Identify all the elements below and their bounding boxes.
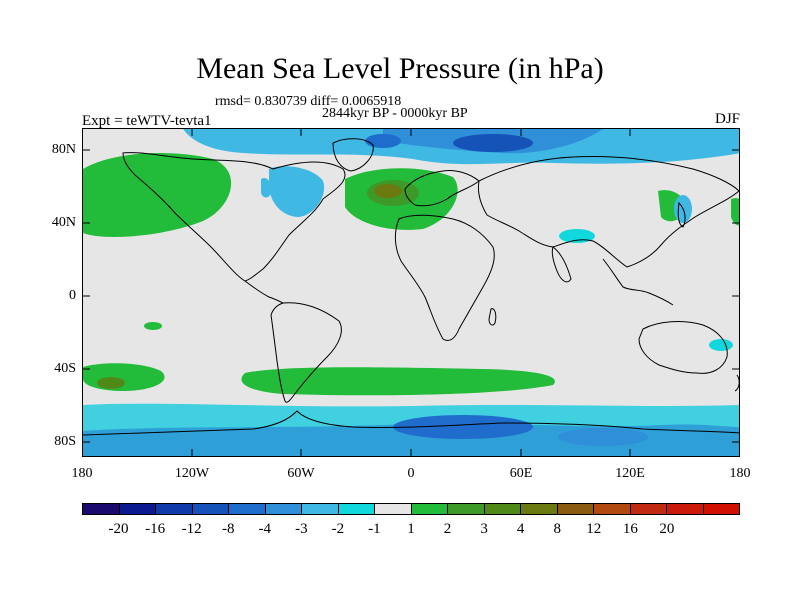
season-label: DJF [714,111,740,127]
colorbar-swatch [594,504,631,514]
coastlines [83,138,739,436]
lon-label-180-west: 180 [71,466,93,481]
lon-label-120e: 120E [615,466,645,481]
experiment-label: Expt = teWTV-tevta1 [82,113,212,129]
colorbar-swatch [448,504,485,514]
colorbar-label: 20 [659,521,675,537]
coast-madagascar [488,308,497,326]
colorbar-label: 4 [516,521,525,537]
asia-negative-patch [559,229,595,243]
coast-south-america [270,302,342,403]
map-panel [82,128,740,457]
colorbar-label: -20 [108,521,129,537]
lat-label-40s: 40S [54,361,76,376]
coast-central-america [244,280,284,304]
south-pacific-positive [83,363,165,391]
colorbar-label: -3 [295,521,308,537]
arctic-low-center [453,134,533,152]
colorbar-swatch [557,504,594,514]
arctic-low-east [365,134,401,148]
colorbar-swatch [265,504,302,514]
lat-label-80s: 80S [54,434,76,449]
coast-australia [638,321,728,374]
coast-north-america [122,152,346,282]
lat-label-0: 0 [69,288,76,303]
lon-label-0: 0 [407,466,415,481]
lon-label-120w: 120W [174,466,210,481]
chart-title: Mean Sea Level Pressure (in hPa) [196,52,604,85]
colorbar-swatch [338,504,375,514]
colorbar-label: 8 [553,521,561,537]
lat-label-40n: 40N [51,215,76,230]
colorbar-swatch [703,504,739,514]
north-america-negative-west [261,177,272,198]
colorbar-label: 2 [443,521,452,537]
coast-new-zealand [734,374,739,392]
coast-asia [478,156,739,268]
north-america-negative [269,166,325,217]
colorbar-swatch [192,504,229,514]
tropical-positive-patch [144,322,162,330]
lon-label-180-east: 180 [729,466,751,481]
lon-label-60e: 60E [509,466,533,481]
colorbar-swatch [83,504,120,514]
lon-label-60w: 60W [287,466,315,481]
colorbar-swatch [375,504,412,514]
stats-line: rmsd= 0.830739 diff= 0.0065918 [215,94,402,109]
colorbar-swatch [302,504,339,514]
south-pacific-core [97,377,125,389]
colorbar-label: -1 [368,521,381,537]
lat-label-80n: 80N [51,142,76,157]
colorbar-label: -2 [331,521,345,537]
coast-southeast-asia [602,258,674,306]
colorbar-label: -8 [221,521,235,537]
coast-antarctica [83,410,739,436]
colorbar-swatch [229,504,266,514]
colorbar-label: 3 [480,521,488,537]
colorbar [82,503,740,515]
colorbar-label: -4 [258,521,272,537]
coast-india [551,246,572,283]
map-svg [83,129,739,456]
colorbar-swatch [156,504,193,514]
coast-africa [394,214,495,342]
colorbar-swatch [119,504,156,514]
colorbar-label: -12 [181,521,202,537]
colorbar-label: 1 [407,521,415,537]
colorbar-swatch [521,504,558,514]
north-atlantic-inner-core [374,184,402,198]
coast-europe [404,170,480,207]
colorbar-swatch [484,504,521,514]
colorbar-label: 16 [622,521,638,537]
coast-japan [677,201,686,228]
east-pacific-positive [731,198,739,226]
antarctic-low-core-east [558,428,648,446]
antarctic-low-core [393,415,533,439]
colorbar-swatch [630,504,667,514]
australia-negative-patch [709,339,733,351]
colorbar-label: 12 [586,521,602,537]
colorbar-swatch [667,504,704,514]
subtitle: 2844kyr BP - 0000kyr BP [322,106,468,121]
colorbar-swatch [411,504,448,514]
colorbar-label: -16 [145,521,166,537]
southern-positive-band [241,367,555,396]
coast-greenland [332,138,374,172]
